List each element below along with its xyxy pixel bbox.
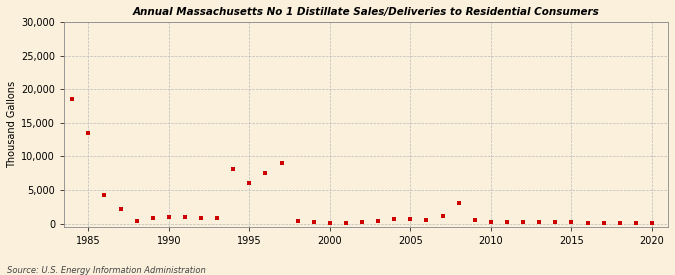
Point bbox=[373, 219, 383, 224]
Point bbox=[614, 221, 625, 225]
Point bbox=[389, 217, 400, 221]
Point bbox=[566, 220, 577, 224]
Y-axis label: Thousand Gallons: Thousand Gallons bbox=[7, 81, 17, 168]
Point bbox=[115, 207, 126, 211]
Point bbox=[454, 201, 464, 205]
Point bbox=[260, 171, 271, 175]
Point bbox=[647, 221, 657, 226]
Point bbox=[83, 131, 94, 135]
Point bbox=[550, 220, 561, 224]
Point bbox=[244, 180, 254, 185]
Point bbox=[630, 221, 641, 225]
Point bbox=[485, 220, 496, 224]
Point bbox=[356, 220, 367, 224]
Point bbox=[276, 161, 287, 165]
Point bbox=[341, 221, 352, 225]
Point bbox=[598, 221, 609, 225]
Point bbox=[163, 215, 174, 219]
Point bbox=[67, 97, 78, 101]
Point bbox=[405, 217, 416, 221]
Point bbox=[518, 220, 529, 224]
Point bbox=[147, 215, 158, 220]
Point bbox=[180, 215, 190, 219]
Point bbox=[308, 220, 319, 224]
Point bbox=[421, 218, 432, 222]
Point bbox=[502, 220, 512, 224]
Text: Source: U.S. Energy Information Administration: Source: U.S. Energy Information Administ… bbox=[7, 266, 205, 275]
Point bbox=[469, 218, 480, 222]
Point bbox=[196, 215, 207, 220]
Point bbox=[292, 218, 303, 223]
Point bbox=[534, 220, 545, 224]
Point bbox=[212, 216, 223, 220]
Point bbox=[131, 218, 142, 223]
Point bbox=[99, 192, 110, 197]
Point bbox=[325, 221, 335, 226]
Point bbox=[228, 166, 239, 171]
Title: Annual Massachusetts No 1 Distillate Sales/Deliveries to Residential Consumers: Annual Massachusetts No 1 Distillate Sal… bbox=[133, 7, 599, 17]
Point bbox=[437, 213, 448, 218]
Point bbox=[582, 221, 593, 225]
